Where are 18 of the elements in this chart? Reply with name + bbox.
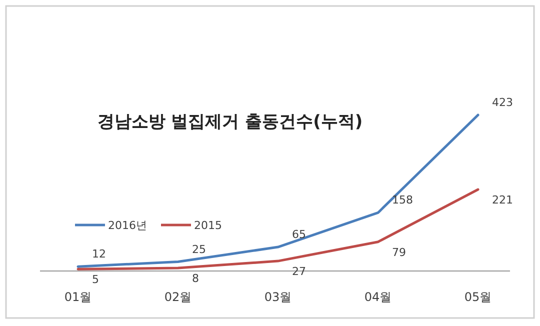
x-tick-label: 01월 bbox=[64, 290, 92, 304]
data-label: 65 bbox=[292, 228, 306, 242]
x-tick-label: 04월 bbox=[364, 290, 392, 304]
chart-title: 경남소방 벌집제거 출동건수(누적) bbox=[97, 112, 363, 132]
x-tick-label: 03월 bbox=[264, 290, 292, 304]
legend-label: 2016년 bbox=[108, 219, 147, 232]
data-label: 79 bbox=[392, 246, 406, 259]
legend-label: 2015 bbox=[194, 219, 222, 232]
x-tick-label: 05월 bbox=[464, 290, 492, 304]
data-label: 12 bbox=[92, 248, 106, 261]
data-label: 158 bbox=[392, 194, 413, 207]
x-tick-label: 02월 bbox=[164, 290, 192, 304]
data-label: 423 bbox=[492, 96, 513, 109]
data-label: 25 bbox=[192, 242, 206, 256]
data-label: 8 bbox=[192, 272, 199, 286]
data-label: 221 bbox=[492, 193, 513, 206]
data-label: 5 bbox=[92, 273, 99, 286]
data-label: 27 bbox=[292, 265, 306, 278]
